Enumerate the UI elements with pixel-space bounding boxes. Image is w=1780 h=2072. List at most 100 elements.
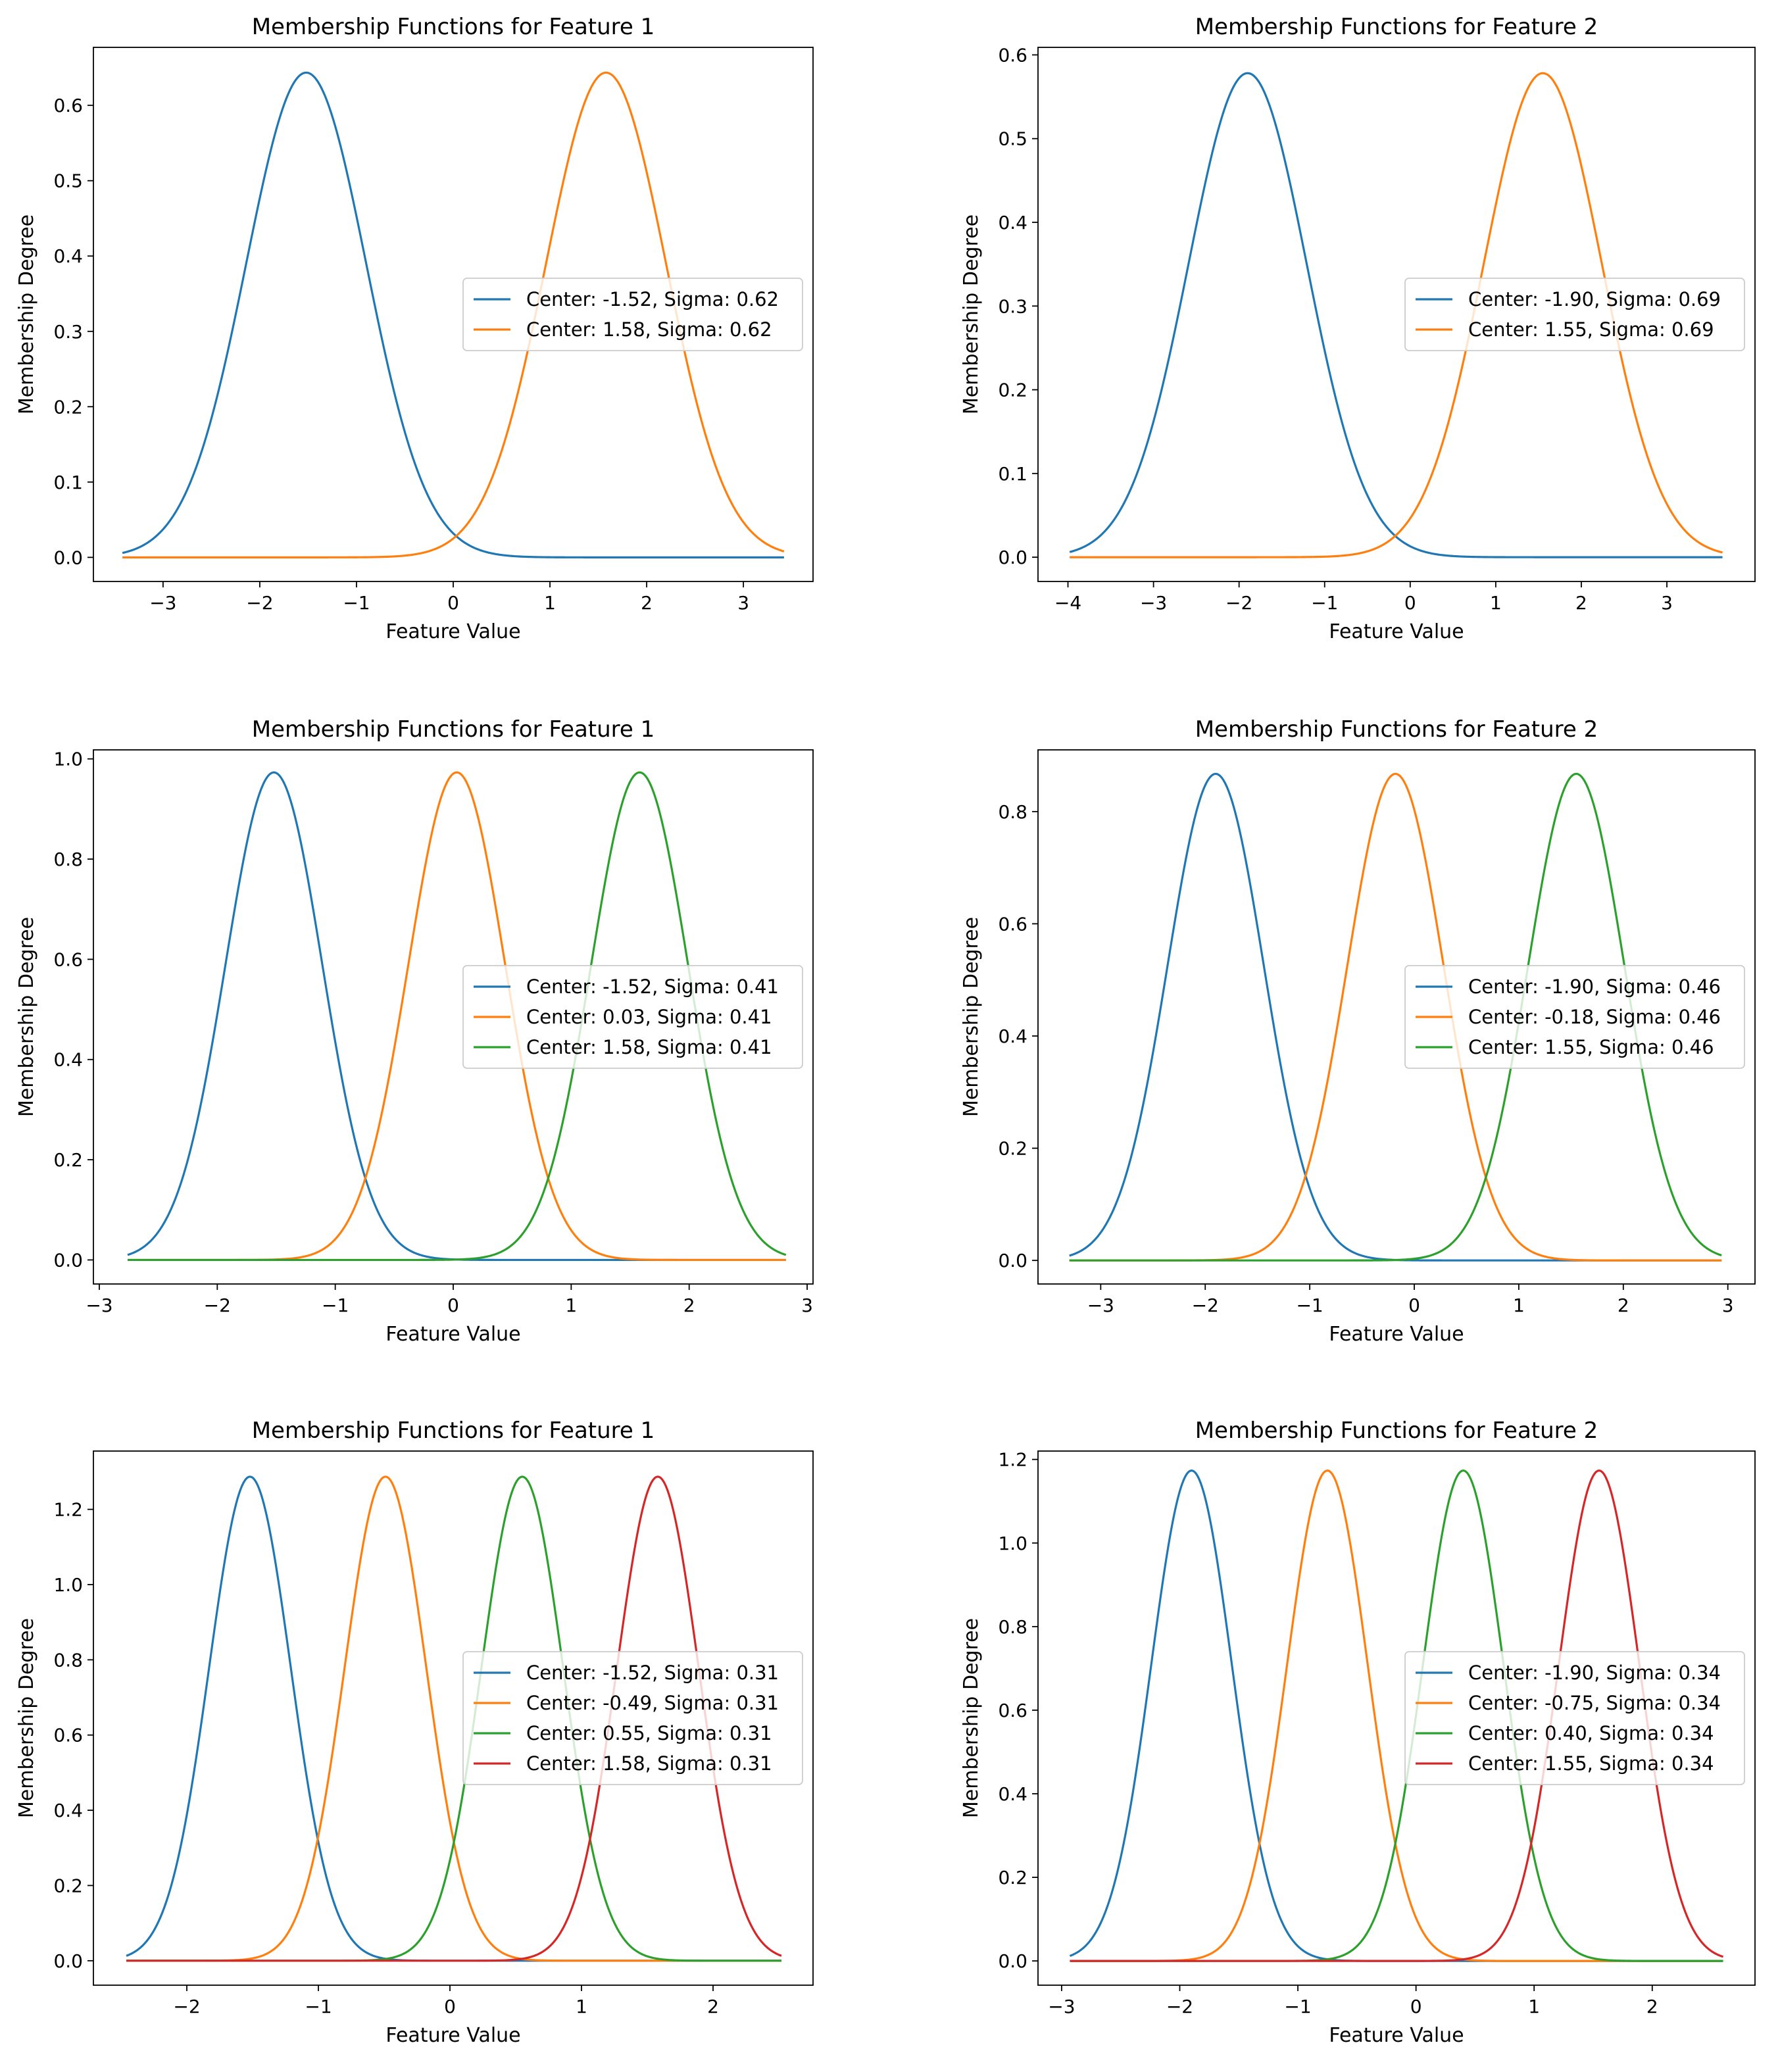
y-tick-label: 0.0	[998, 547, 1027, 568]
x-tick-label: 2	[1575, 592, 1587, 614]
legend-entry-4: Center: 1.55, Sigma: 0.34	[1468, 1752, 1714, 1775]
y-tick-label: 0.2	[998, 1138, 1027, 1160]
x-tick-label: −1	[305, 1996, 332, 2017]
y-tick-label: 0.0	[998, 1250, 1027, 1271]
y-tick-label: 0.2	[53, 1875, 83, 1896]
y-tick-label: 0.4	[998, 212, 1027, 234]
chart-title: Membership Functions for Feature 1	[252, 14, 655, 40]
chart-title: Membership Functions for Feature 1	[252, 1418, 655, 1444]
x-axis-label: Feature Value	[385, 1323, 520, 1346]
plot-area	[127, 771, 787, 1262]
plot-area	[1069, 772, 1722, 1262]
legend-entry-3: Center: 1.55, Sigma: 0.46	[1468, 1036, 1714, 1058]
x-tick-label: −2	[1192, 1295, 1219, 1316]
x-tick-label: 1	[1513, 1295, 1525, 1316]
legend-entry-1: Center: -1.90, Sigma: 0.46	[1468, 975, 1721, 998]
legend-box	[1404, 1651, 1745, 1785]
legend-entry-4: Center: 1.58, Sigma: 0.31	[526, 1752, 772, 1775]
y-tick-label: 1.0	[998, 1533, 1027, 1554]
legend-entry-3: Center: 1.58, Sigma: 0.41	[526, 1036, 772, 1058]
x-tick-label: 3	[801, 1295, 813, 1316]
legend-entry-2: Center: 0.03, Sigma: 0.41	[526, 1006, 772, 1028]
y-tick-label: 0.2	[53, 396, 83, 418]
x-tick-label: −3	[1140, 592, 1167, 614]
x-tick-label: 0	[447, 1295, 459, 1316]
x-tick-label: 1	[544, 592, 556, 614]
x-tick-label: −1	[1311, 592, 1338, 614]
plot-area	[126, 1475, 782, 1962]
y-tick-label: 0.8	[998, 1616, 1027, 1638]
x-tick-label: 2	[1618, 1295, 1629, 1316]
x-tick-label: −1	[343, 592, 370, 614]
x-tick-label: 1	[576, 1996, 587, 2017]
x-tick-label: 1	[1528, 1996, 1540, 2017]
legend-entry-1: Center: -1.90, Sigma: 0.34	[1468, 1662, 1721, 1684]
y-tick-label: 0.0	[53, 1950, 83, 1972]
chart-title: Membership Functions for Feature 1	[252, 716, 655, 743]
axes-frame	[1037, 749, 1756, 1285]
y-tick-label: 0.1	[998, 463, 1027, 485]
plot-area	[1069, 1469, 1724, 1962]
y-tick-label: 1.2	[998, 1449, 1027, 1471]
legend-entry-3: Center: 0.40, Sigma: 0.34	[1468, 1722, 1714, 1744]
x-axis-label: Feature Value	[1329, 620, 1464, 643]
x-tick-label: −1	[1296, 1295, 1323, 1316]
axes-frame	[1037, 1450, 1756, 1986]
x-tick-label: 1	[1490, 592, 1502, 614]
series-line-1	[1069, 72, 1723, 558]
y-tick-label: 0.3	[53, 321, 83, 343]
y-tick-label: 0.4	[53, 1049, 83, 1071]
x-axis-label: Feature Value	[1329, 1323, 1464, 1346]
y-tick-label: 0.0	[53, 547, 83, 568]
x-tick-label: 2	[641, 592, 653, 614]
y-tick-label: 0.6	[998, 44, 1027, 66]
x-tick-label: 3	[1722, 1295, 1734, 1316]
y-tick-label: 0.8	[53, 1649, 83, 1671]
x-axis-label: Feature Value	[385, 620, 520, 643]
y-tick-label: 0.1	[53, 472, 83, 493]
x-tick-label: 0	[444, 1996, 456, 2017]
y-axis-label: Membership Degree	[960, 1618, 983, 1818]
series-line-1	[122, 71, 784, 558]
chart-title: Membership Functions for Feature 2	[1195, 716, 1598, 743]
legend-entry-2: Center: -0.18, Sigma: 0.46	[1468, 1006, 1721, 1028]
legend: Center: -1.52, Sigma: 0.62 Center: 1.58, …	[462, 278, 803, 351]
y-tick-label: 0.6	[998, 913, 1027, 935]
y-tick-label: 0.8	[998, 801, 1027, 823]
x-tick-label: −2	[246, 592, 273, 614]
x-tick-label: −2	[1225, 592, 1252, 614]
y-axis-label: Membership Degree	[15, 1618, 38, 1818]
y-tick-label: 0.5	[998, 128, 1027, 150]
x-tick-label: −1	[1284, 1996, 1311, 2017]
y-tick-label: 0.4	[53, 245, 83, 267]
x-tick-label: 3	[737, 592, 749, 614]
legend-box	[1404, 965, 1745, 1069]
x-tick-label: −3	[1087, 1295, 1114, 1316]
legend-entry-2: Center: -0.49, Sigma: 0.31	[526, 1692, 779, 1714]
legend-box	[462, 278, 803, 351]
legend: Center: -1.90, Sigma: 0.34 Center: -0.75,…	[1404, 1651, 1745, 1785]
x-axis-label: Feature Value	[1329, 2024, 1464, 2047]
y-tick-label: 0.4	[998, 1783, 1027, 1805]
y-tick-label: 0.5	[53, 170, 83, 192]
legend-entry-1: Center: -1.52, Sigma: 0.62	[526, 288, 779, 310]
y-tick-label: 0.6	[53, 1725, 83, 1746]
legend-box	[462, 1651, 803, 1785]
y-axis-label: Membership Degree	[960, 214, 983, 414]
chart-panel-5: Membership Functions for Feature 1 −2 −1 0 1…	[15, 1418, 814, 2047]
chart-panel-1: Membership Functions for Feature 1 −3 −2 −1…	[15, 14, 814, 643]
legend-entry-3: Center: 0.55, Sigma: 0.31	[526, 1722, 772, 1744]
legend-entry-2: Center: 1.55, Sigma: 0.69	[1468, 318, 1714, 341]
x-tick-label: −2	[204, 1295, 231, 1316]
x-tick-label: 0	[447, 592, 459, 614]
legend-box	[462, 965, 803, 1069]
chart-title: Membership Functions for Feature 2	[1195, 14, 1598, 40]
y-tick-label: 1.2	[53, 1499, 83, 1521]
x-tick-label: 2	[683, 1295, 695, 1316]
y-tick-label: 0.0	[53, 1249, 83, 1271]
series-line-3	[1069, 772, 1722, 1262]
y-tick-label: 0.4	[998, 1025, 1027, 1047]
x-tick-label: −2	[173, 1996, 200, 2017]
chart-panel-6: Membership Functions for Feature 2 −3 −2 −1…	[960, 1418, 1756, 2047]
